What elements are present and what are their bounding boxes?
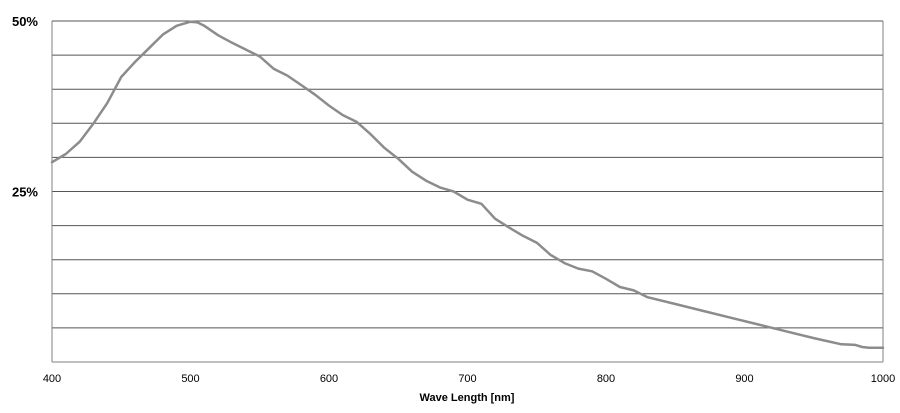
- y-tick-label: 25%: [12, 185, 38, 200]
- x-tick-label: 800: [597, 373, 615, 385]
- x-tick-labels: 400 500 600 700 800 900 1000: [43, 373, 895, 385]
- x-tick-label: 900: [735, 373, 753, 385]
- x-tick-label: 600: [320, 373, 338, 385]
- x-axis-label: Wave Length [nm]: [420, 392, 515, 404]
- series-layer: [50, 20, 885, 349]
- grid-layer: [52, 20, 883, 329]
- x-tick-label: 1000: [871, 373, 895, 385]
- x-tick-label: 700: [458, 373, 476, 385]
- plot-frame: [51, 21, 884, 363]
- x-tick-label: 400: [43, 373, 61, 385]
- x-tick-label: 500: [181, 373, 199, 385]
- series-line-0: [50, 20, 885, 349]
- y-tick-labels: 25% 50%: [12, 14, 38, 200]
- y-tick-label: 50%: [12, 14, 38, 29]
